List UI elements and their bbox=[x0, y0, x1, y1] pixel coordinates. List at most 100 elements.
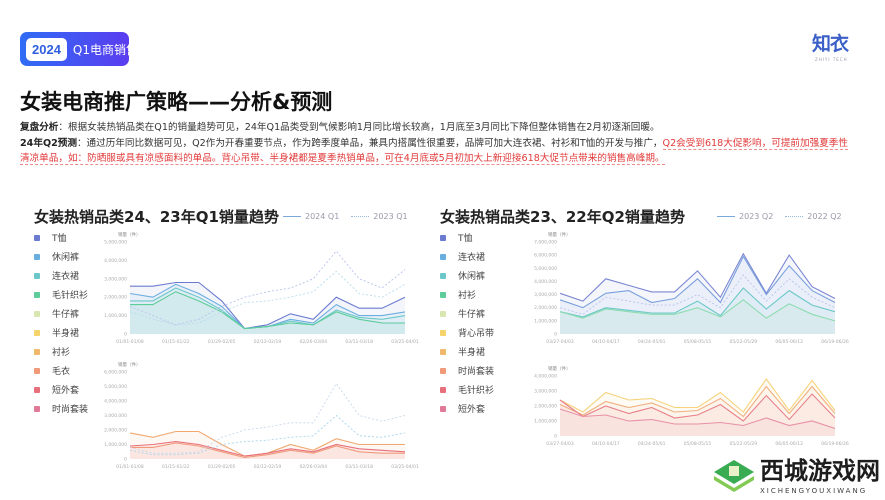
legend-swatch bbox=[440, 329, 446, 336]
series-line-solid bbox=[559, 393, 836, 422]
series-area bbox=[130, 291, 405, 334]
legend-item[interactable]: 短外套 bbox=[440, 399, 494, 418]
y-tick-label: 4,000,000 bbox=[104, 258, 127, 264]
legend-swatch bbox=[34, 386, 40, 393]
dotted-line-swatch bbox=[351, 216, 370, 217]
brand-logo-sub: ZHIYI TECH bbox=[815, 57, 848, 62]
x-tick-label: 05/22-05/29 bbox=[730, 441, 758, 447]
x-tick-label: 01/29-02/05 bbox=[208, 464, 236, 470]
x-tick-label: 01/15-01/22 bbox=[162, 339, 190, 345]
right-chart-title: 女装热销品类23、22年Q2销量趋势 bbox=[440, 208, 685, 226]
y-tick-label: 6,000,000 bbox=[534, 253, 557, 259]
y-tick-label: 6,000,000 bbox=[104, 370, 127, 376]
legend-item[interactable]: 连衣裙 bbox=[34, 266, 88, 285]
legend-item[interactable]: 毛针织衫 bbox=[440, 380, 494, 399]
q2-chart-top: 销量（件） 0 1,000,000 2,000,000 3,000,000 4,000,0… bbox=[534, 231, 849, 345]
x-tick-label: 01/01-01/08 bbox=[116, 339, 144, 345]
legend-item[interactable]: 半身裙 bbox=[440, 342, 494, 361]
legend-item[interactable]: 衬衫 bbox=[34, 342, 88, 361]
x-tick-label: 03/25-04/01 bbox=[391, 464, 419, 470]
y-tick-label: 4,000,000 bbox=[534, 374, 557, 380]
y-tick-label: 4,000,000 bbox=[104, 399, 127, 405]
legend-swatch bbox=[34, 348, 40, 355]
series-line-dotted bbox=[129, 270, 406, 326]
legend-swatch bbox=[440, 386, 446, 393]
legend-label: 毛针织衫 bbox=[52, 291, 89, 301]
series-line-dotted bbox=[129, 250, 406, 326]
legend-swatch bbox=[440, 367, 446, 374]
y-tick-label: 1,000,000 bbox=[534, 318, 557, 324]
y-tick-label: 0 bbox=[554, 434, 557, 440]
legend-swatch bbox=[440, 348, 446, 355]
legend-item[interactable]: 牛仔裤 bbox=[34, 304, 88, 323]
legend-item[interactable]: 毛衣 bbox=[34, 361, 88, 380]
legend-solid-label: 2024 Q1 bbox=[305, 212, 340, 221]
legend-label: T恤 bbox=[458, 234, 473, 244]
x-tick-label: 04/10-04/17 bbox=[592, 339, 620, 345]
y-tick-label: 2,000,000 bbox=[534, 404, 557, 410]
watermark: 西城游戏网 XICHENGYOUXIWANG bbox=[712, 458, 882, 498]
analysis-paragraph: 复盘分析：根据女装热销品类在Q1的销量趋势可见，24年Q1品类受到气候影响1月同… bbox=[20, 120, 850, 167]
q2-chart-bottom: 销量（件） 0 1,000,000 2,000,000 3,000,000 4,000,0… bbox=[534, 365, 849, 447]
legend-label: 衬衫 bbox=[458, 291, 477, 301]
legend-item[interactable]: 毛针织衫 bbox=[34, 285, 88, 304]
series-line-solid bbox=[559, 378, 836, 413]
legend-swatch bbox=[34, 234, 40, 241]
series-area bbox=[560, 386, 835, 436]
series-area bbox=[560, 288, 835, 334]
y-axis-label: 销量（件） bbox=[548, 231, 571, 238]
legend-label: 短外套 bbox=[52, 386, 80, 396]
q1-chart-bottom: 销量（件） 0 1,000,000 2,000,000 3,000,000 4,000,0… bbox=[104, 361, 419, 470]
legend-label: 毛针织衫 bbox=[458, 386, 495, 396]
legend-swatch bbox=[34, 367, 40, 374]
legend-item[interactable]: 休闲裤 bbox=[440, 266, 494, 285]
legend-item[interactable]: T恤 bbox=[34, 228, 88, 247]
x-tick-label: 05/08-05/15 bbox=[684, 441, 712, 447]
x-tick-label: 03/11-03/18 bbox=[345, 464, 373, 470]
x-tick-label: 01/15-01/22 bbox=[162, 464, 190, 470]
y-tick-label: 3,000,000 bbox=[104, 413, 127, 419]
legend-label: 半身裙 bbox=[458, 348, 486, 358]
series-line-solid bbox=[559, 252, 836, 302]
legend-item[interactable]: 短外套 bbox=[34, 380, 88, 399]
review-label: 复盘分析 bbox=[20, 122, 59, 133]
report-badge: 2024 Q1电商销售复盘 bbox=[20, 32, 162, 66]
legend-item[interactable]: 连衣裙 bbox=[440, 247, 494, 266]
forecast-text: ：通过历年同比数据可见，Q2作为开春重要节点，作为跨季度单品，兼具内搭属性很重要… bbox=[76, 137, 663, 149]
legend-swatch bbox=[34, 310, 40, 317]
series-line-solid bbox=[130, 291, 405, 330]
legend-swatch bbox=[440, 253, 446, 260]
legend-label: 短外套 bbox=[458, 405, 486, 415]
y-tick-label: 0 bbox=[124, 457, 127, 463]
legend-item[interactable]: 时尚套装 bbox=[34, 399, 88, 418]
legend-dotted-label: 2023 Q1 bbox=[373, 212, 408, 221]
solid-line-swatch bbox=[283, 216, 301, 217]
legend-item[interactable]: T恤 bbox=[440, 228, 494, 247]
legend-item[interactable]: 衬衫 bbox=[440, 285, 494, 304]
y-tick-label: 3,000,000 bbox=[104, 276, 127, 282]
legend-item[interactable]: 休闲裤 bbox=[34, 247, 88, 266]
legend-item[interactable]: 背心吊带 bbox=[440, 323, 494, 342]
x-tick-label: 06/05-06/12 bbox=[775, 441, 803, 447]
series-line-solid bbox=[559, 408, 836, 430]
legend-swatch bbox=[440, 310, 446, 317]
legend-item[interactable]: 牛仔裤 bbox=[440, 304, 494, 323]
legend-swatch bbox=[440, 405, 446, 412]
x-tick-label: 01/29-02/05 bbox=[208, 339, 236, 345]
series-line-solid bbox=[130, 281, 406, 330]
y-tick-label: 5,000,000 bbox=[104, 240, 127, 246]
y-tick-label: 3,000,000 bbox=[534, 292, 557, 298]
series-line-solid bbox=[130, 442, 405, 459]
watermark-text: 西城游戏网 bbox=[760, 456, 880, 485]
legend-item[interactable]: 时尚套装 bbox=[440, 361, 494, 380]
legend-item[interactable]: 半身裙 bbox=[34, 323, 88, 342]
left-chart-title: 女装热销品类24、23年Q1销量趋势 bbox=[34, 208, 279, 226]
y-axis-label: 销量（件） bbox=[548, 365, 571, 372]
badge-text: Q1电商销售复盘 bbox=[72, 42, 163, 57]
series-line-solid bbox=[559, 299, 836, 322]
y-tick-label: 1,000,000 bbox=[104, 442, 127, 448]
legend-label: T恤 bbox=[52, 234, 67, 244]
series-area bbox=[560, 409, 835, 436]
legend-label: 连衣裙 bbox=[52, 272, 80, 282]
y-tick-label: 7,000,000 bbox=[534, 240, 557, 246]
